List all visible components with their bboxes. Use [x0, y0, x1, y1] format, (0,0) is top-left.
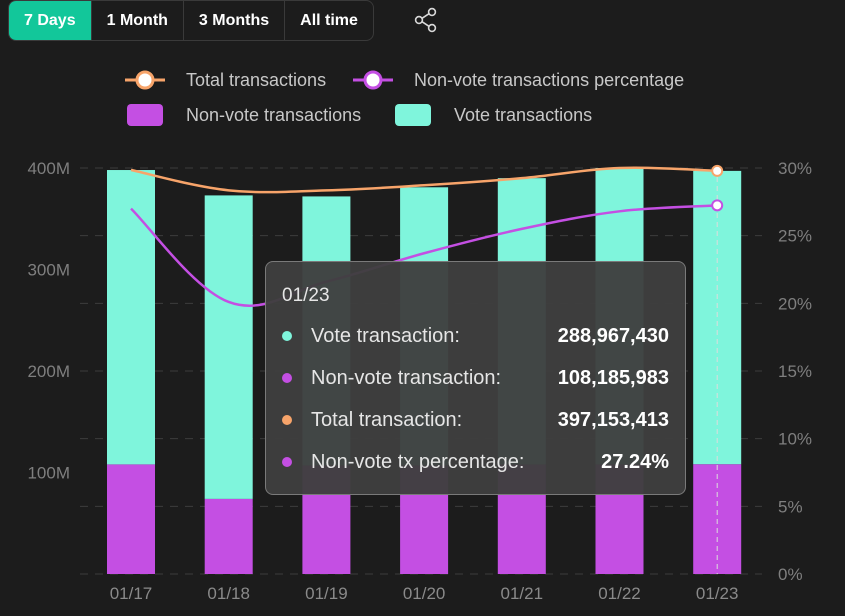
tooltip-label: Total transaction:	[311, 408, 463, 431]
y-right-tick-label: 20%	[778, 294, 812, 313]
legend-box-icon	[395, 104, 431, 126]
legend-label: Total transactions	[186, 70, 326, 90]
legend-box-icon	[127, 104, 163, 126]
axes-layer: 400M 300M 200M 100M 30% 25% 20% 15% 10% 5% 0% 01/17…	[27, 159, 812, 603]
tooltip-value: 397,153,413	[557, 408, 669, 431]
tooltip-value: 108,185,983	[557, 366, 669, 389]
legend-label: Non-vote transactions	[186, 105, 361, 125]
legend: Total transactions Non-vote transactions …	[125, 70, 684, 126]
x-tick-label: 01/21	[501, 584, 544, 603]
share-icon[interactable]	[412, 6, 440, 34]
tab-1-month[interactable]: 1 Month	[92, 1, 184, 40]
line-total-transactions	[130, 166, 718, 194]
x-tick-label: 01/23	[696, 584, 739, 603]
y-right-tick-label: 5%	[778, 497, 803, 516]
legend-label: Vote transactions	[454, 105, 592, 125]
y-right-tick-label: 10%	[778, 430, 812, 449]
legend-circle-icon	[135, 70, 155, 90]
bar-vote	[204, 195, 253, 499]
bar-nonvote	[204, 498, 253, 574]
bar-nonvote	[107, 464, 155, 574]
tooltip-row-total: Total transaction: 397,153,413	[282, 406, 669, 434]
percentage-dot-icon	[282, 457, 292, 467]
tooltip-value: 288,967,430	[557, 324, 669, 347]
y-right-tick-label: 15%	[778, 362, 812, 381]
bar-vote	[107, 170, 155, 465]
time-range-tabs: 7 Days 1 Month 3 Months All time	[8, 0, 374, 41]
x-tick-label: 01/17	[110, 584, 153, 603]
x-tick-label: 01/22	[598, 584, 641, 603]
total-dot-icon	[282, 415, 292, 425]
y-left-tick-label: 100M	[27, 464, 70, 483]
tooltip-row-vote: Vote transaction: 288,967,430	[282, 322, 669, 350]
line-nonvote-percentage	[130, 204, 718, 307]
point-percentage	[711, 199, 724, 212]
tooltip: 01/23 Vote transaction: 288,967,430 Non-…	[265, 261, 686, 495]
tab-7-days[interactable]: 7 Days	[9, 1, 92, 40]
tooltip-title: 01/23	[282, 285, 330, 306]
y-left-tick-label: 300M	[27, 261, 70, 280]
legend-label: Non-vote transactions percentage	[414, 70, 684, 90]
x-tick-label: 01/20	[403, 584, 446, 603]
y-left-tick-label: 200M	[27, 362, 70, 381]
legend-circle-icon	[363, 70, 383, 90]
tooltip-value: 27.24%	[601, 450, 669, 473]
lines-layer	[130, 164, 724, 307]
y-right-tick-label: 25%	[778, 227, 812, 246]
tooltip-label: Vote transaction:	[311, 324, 460, 347]
y-left-tick-label: 400M	[27, 159, 70, 178]
vote-dot-icon	[282, 331, 292, 341]
y-right-tick-label: 30%	[778, 159, 812, 178]
x-tick-label: 01/19	[305, 584, 348, 603]
point-total	[711, 164, 724, 177]
tab-all-time[interactable]: All time	[300, 11, 358, 29]
x-tick-label: 01/18	[207, 584, 250, 603]
nonvote-dot-icon	[282, 373, 292, 383]
tooltip-label: Non-vote tx percentage:	[311, 450, 525, 473]
tooltip-row-nonvote: Non-vote transaction: 108,185,983	[282, 364, 669, 392]
tab-3-months[interactable]: 3 Months	[184, 1, 286, 40]
y-right-tick-label: 0%	[778, 565, 803, 584]
tooltip-row-percentage: Non-vote tx percentage: 27.24%	[282, 448, 669, 476]
tooltip-label: Non-vote transaction:	[311, 366, 502, 389]
